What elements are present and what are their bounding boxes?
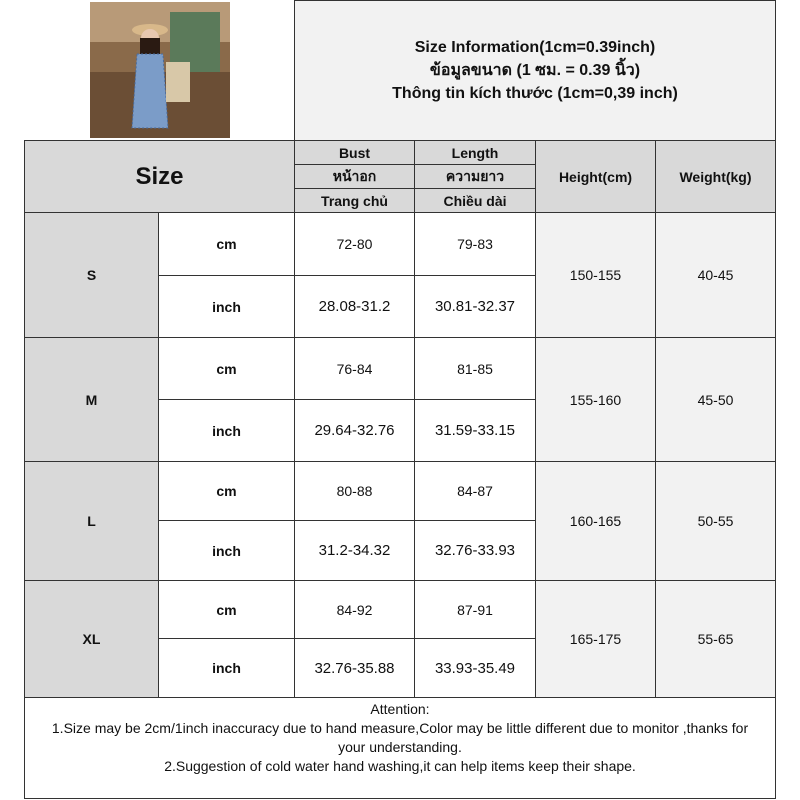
bust-inch-value: 28.08-31.2 [294,275,415,338]
bust-inch-value: 31.2-34.32 [294,520,415,581]
title-vietnamese: Thông tin kích thước (1cm=0,39 inch) [392,85,678,102]
bust-cm-value: 80-88 [294,461,415,521]
header-size: Size [24,140,295,213]
bust-cm-value: 84-92 [294,580,415,639]
weight-value: 55-65 [655,580,776,698]
header-length-th: ความยาว [414,164,536,189]
height-value: 150-155 [535,212,656,338]
length-inch-value: 30.81-32.37 [414,275,536,338]
bust-inch-value: 32.76-35.88 [294,638,415,698]
unit-inch-label: inch [158,638,295,698]
unit-inch-label: inch [158,520,295,581]
size-label: L [24,461,159,581]
header-height: Height(cm) [535,140,656,213]
header-length-en: Length [414,140,536,165]
bust-cm-value: 76-84 [294,337,415,400]
header-bust-vi: Trang chủ [294,188,415,213]
attention-note-1: 1.Size may be 2cm/1inch inaccuracy due t… [51,720,749,755]
height-value: 160-165 [535,461,656,581]
unit-cm-label: cm [158,580,295,639]
header-length-vi: Chiều dài [414,188,536,213]
unit-cm-label: cm [158,337,295,400]
attention-box: Attention: 1.Size may be 2cm/1inch inacc… [24,697,776,799]
bust-inch-value: 29.64-32.76 [294,399,415,462]
title-english: Size Information(1cm=0.39inch) [414,39,656,56]
header-weight: Weight(kg) [655,140,776,213]
size-label: M [24,337,159,462]
length-cm-value: 79-83 [414,212,536,276]
weight-value: 50-55 [655,461,776,581]
weight-value: 45-50 [655,337,776,462]
header-bust-th: หน้าอก [294,164,415,189]
length-inch-value: 33.93-35.49 [414,638,536,698]
bust-cm-value: 72-80 [294,212,415,276]
height-value: 165-175 [535,580,656,698]
height-value: 155-160 [535,337,656,462]
unit-inch-label: inch [158,399,295,462]
weight-value: 40-45 [655,212,776,338]
unit-inch-label: inch [158,275,295,338]
attention-heading: Attention: [370,701,430,717]
length-inch-value: 31.59-33.15 [414,399,536,462]
attention-note-2: 2.Suggestion of cold water hand washing,… [164,758,636,774]
length-cm-value: 84-87 [414,461,536,521]
header-bust-en: Bust [294,140,415,165]
length-inch-value: 32.76-33.93 [414,520,536,581]
size-label: XL [24,580,159,698]
unit-cm-label: cm [158,212,295,276]
length-cm-value: 81-85 [414,337,536,400]
size-label: S [24,212,159,338]
unit-cm-label: cm [158,461,295,521]
title-cell: Size Information(1cm=0.39inch) ข้อมูลขนา… [294,0,776,141]
length-cm-value: 87-91 [414,580,536,639]
product-photo [90,2,230,138]
title-thai: ข้อมูลขนาด (1 ซม. = 0.39 นิ้ว) [429,62,641,79]
